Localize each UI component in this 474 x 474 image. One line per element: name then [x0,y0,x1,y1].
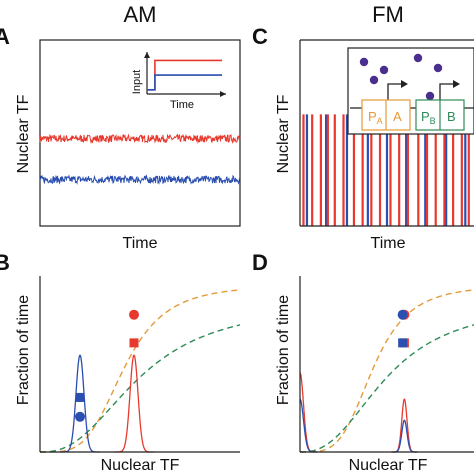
tf-dot-1 [379,65,389,75]
inset-a-y-arrow [144,52,150,58]
panel-c-inset: PA A PB B [347,47,474,135]
panel-c-ylabel: Nuclear TF [275,94,292,173]
tf-dot-0 [359,57,369,67]
tf-dot-4 [433,63,443,73]
tf-dot-2 [369,75,379,85]
inset-a-ylabel: Input [131,70,143,94]
panel-d-xlabel: Nuclear TF [349,457,428,474]
inset-c-promoter-a: PA [368,109,383,126]
panel-a-title: AM [124,2,157,27]
panel-a-plot: Input Time [39,39,241,227]
panel-c-title: FM [372,2,404,27]
inset-c-tf-dots [359,53,443,101]
b-marker-circle-blue [75,411,85,422]
panel-a-letter: A [0,24,10,49]
panel-d-plot [299,276,474,453]
b-marker-square-blue [75,392,85,402]
inset-a-x-arrow [220,91,226,97]
panel-b-letter: B [0,250,10,275]
b-dose-curve-green [40,324,241,453]
panel-a-inset: Input Time [131,52,226,111]
panel-a-ylabel: Nuclear TF [15,94,32,173]
d-dose-curve-green [300,324,474,453]
panel-c-xlabel: Time [371,235,406,252]
inset-c-gene-b: B [447,109,456,124]
d-distribution-2 [391,398,418,453]
d-dose-curve-orange [300,289,474,453]
panel-b-markers [75,309,139,422]
inset-a-blue-step [147,74,223,91]
b-distribution-1 [114,354,154,453]
b-marker-circle-red [129,309,139,320]
inset-a-xlabel: Time [170,99,194,111]
d-marker-square-blue [398,338,408,348]
inset-c-arrowhead-a [401,80,408,88]
d-distribution-1 [299,398,318,453]
tf-dot-5 [425,91,435,101]
b-marker-square-red [129,338,139,348]
panel-b-plot [39,276,241,453]
inset-c-promoter-b: PB [421,109,436,126]
panel-b-xlabel: Nuclear TF [101,457,180,474]
panel-a-red-trace [39,133,241,145]
d-distribution-3 [391,419,418,453]
panel-d-letter: D [252,250,268,275]
d-marker-circle-blue [397,309,408,320]
panel-d-markers [397,309,410,348]
tf-dot-3 [413,53,423,63]
inset-c-gene-a: A [393,109,402,124]
panel-d-curves [299,289,474,453]
panel-a-xlabel: Time [123,235,158,252]
panel-d-ylabel: Fraction of time [275,295,292,405]
panel-c-plot: PA A PB B [299,39,474,227]
panel-a-frame [39,39,241,227]
panel-b-curves [40,289,241,453]
panel-b-ylabel: Fraction of time [15,295,32,405]
inset-c-arrowhead-b [453,80,460,88]
panel-c-letter: C [252,24,268,49]
panel-a-blue-trace [39,174,241,185]
b-dose-curve-orange [40,289,241,453]
